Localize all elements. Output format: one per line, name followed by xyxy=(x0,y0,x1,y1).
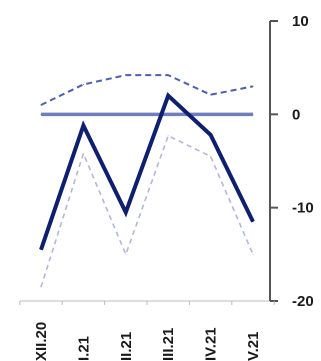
data-point-dashed-upper xyxy=(167,74,169,76)
y-tick-label: -20 xyxy=(292,293,314,310)
x-tick-label: I.21 xyxy=(75,336,92,361)
y-tick-label: -10 xyxy=(292,200,314,217)
y-tick-label: 0 xyxy=(292,106,300,123)
data-point-dashed-upper xyxy=(210,94,212,96)
data-point-solid-flat xyxy=(40,113,42,115)
data-point-solid-flat xyxy=(125,113,127,115)
data-point-solid-thick xyxy=(40,249,42,251)
x-tick-label: XII.20 xyxy=(33,322,50,361)
data-point-solid-thick xyxy=(252,221,254,223)
x-tick-label: V.21 xyxy=(245,332,262,361)
data-point-solid-flat xyxy=(82,113,84,115)
x-tick-label: IV.21 xyxy=(203,327,220,361)
series-layer xyxy=(39,74,255,288)
data-point-dashed-upper xyxy=(125,74,127,76)
data-point-dashed-lower xyxy=(210,155,212,157)
y-tick-label: 10 xyxy=(292,13,309,30)
data-point-solid-flat xyxy=(252,113,254,115)
x-tick-label: II.21 xyxy=(118,332,135,361)
data-point-dashed-lower xyxy=(252,253,254,255)
x-tick-label: III.21 xyxy=(160,328,177,361)
data-point-solid-thick xyxy=(167,95,169,97)
data-point-dashed-lower xyxy=(167,135,169,137)
x-labels: XII.20 I.21 II.21 III.21 IV.21 V.21 xyxy=(19,301,275,361)
data-point-dashed-upper xyxy=(252,85,254,87)
series-line-solid-thick xyxy=(39,92,255,251)
data-point-solid-flat xyxy=(167,113,169,115)
data-point-solid-thick xyxy=(210,134,212,136)
data-point-dashed-lower xyxy=(125,253,127,255)
data-point-dashed-upper xyxy=(82,83,84,85)
data-point-dashed-lower xyxy=(82,153,84,155)
data-point-dashed-lower xyxy=(40,286,42,288)
data-point-dashed-upper xyxy=(40,104,42,106)
data-point-solid-thick xyxy=(125,211,127,213)
data-point-solid-thick xyxy=(82,125,84,127)
data-point-solid-flat xyxy=(210,113,212,115)
series-line-dashed-upper xyxy=(40,74,254,106)
y-ticks: 10 0 -10 -20 xyxy=(270,13,314,310)
plot-frame xyxy=(20,21,271,302)
